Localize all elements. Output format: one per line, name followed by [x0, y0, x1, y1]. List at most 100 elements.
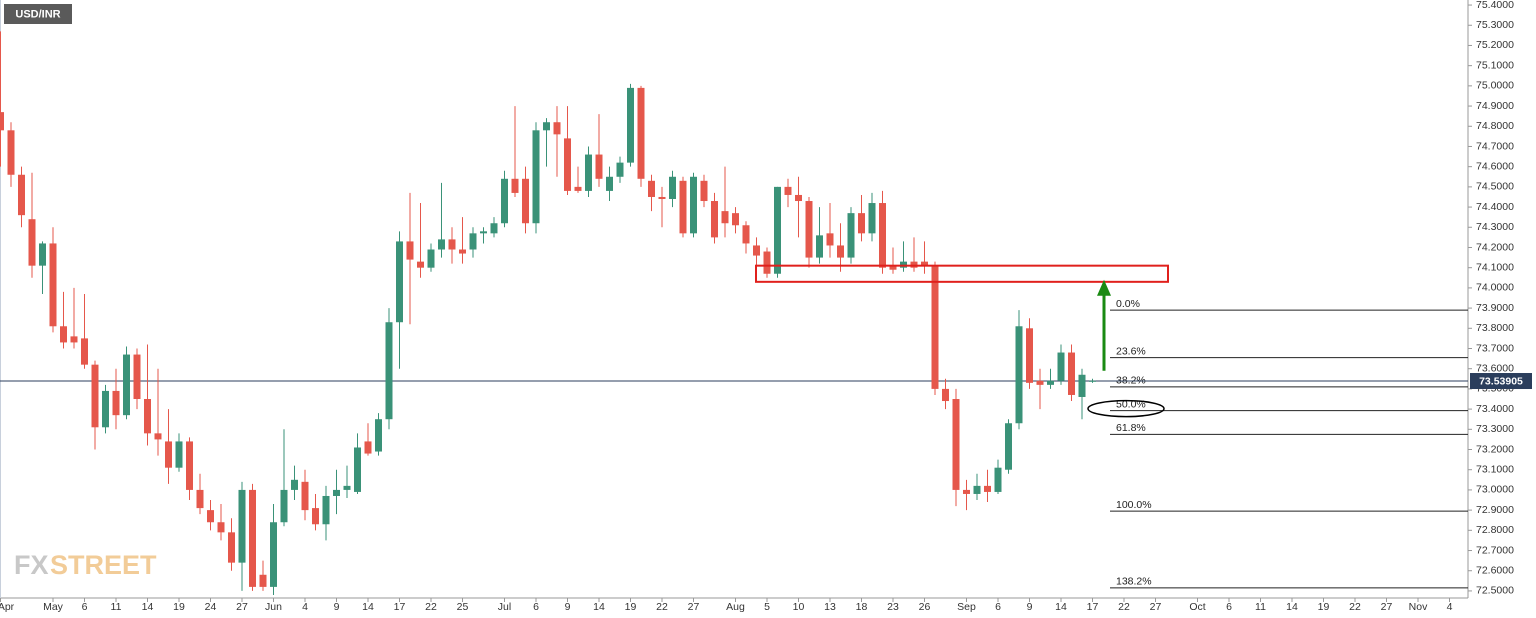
- fib-label: 0.0%: [1116, 298, 1140, 310]
- x-tick-label: 26: [919, 601, 931, 613]
- y-tick-label: 74.4000: [1476, 201, 1514, 213]
- fib-label: 138.2%: [1116, 576, 1152, 588]
- x-tick-label: 27: [1381, 601, 1393, 613]
- candle-body: [742, 225, 750, 244]
- title-box: [4, 4, 72, 24]
- y-tick-label: 74.3000: [1476, 221, 1514, 233]
- y-tick-label: 72.7000: [1476, 544, 1514, 556]
- candle-body: [427, 249, 435, 268]
- x-tick-label: 6: [995, 601, 1001, 613]
- candle-body: [973, 485, 981, 494]
- candle-body: [175, 441, 183, 468]
- x-tick-label: 27: [236, 601, 248, 613]
- candle-body: [70, 336, 78, 343]
- x-tick-label: 14: [1055, 601, 1067, 613]
- candle-body: [1057, 352, 1065, 381]
- candle-body: [763, 251, 771, 274]
- x-tick-label: 22: [425, 601, 437, 613]
- candle-body: [186, 441, 193, 490]
- candle-body: [396, 241, 403, 323]
- highlight-ellipse: [1087, 399, 1165, 418]
- candle-body: [322, 495, 330, 525]
- x-tick-label: 17: [1087, 601, 1099, 613]
- candle-body: [606, 176, 613, 191]
- candle-body: [1015, 326, 1023, 424]
- candle-body: [522, 178, 529, 224]
- y-tick-label: 72.6000: [1476, 565, 1514, 577]
- candle-body: [270, 522, 277, 587]
- candle-body: [679, 180, 687, 234]
- candle-body: [931, 265, 939, 389]
- candle-body: [889, 265, 897, 270]
- x-tick-label: 23: [887, 601, 899, 613]
- arrow-head: [1097, 279, 1111, 296]
- candle-body: [648, 180, 655, 197]
- x-tick-label: 9: [334, 601, 340, 613]
- x-tick-label: 25: [457, 601, 469, 613]
- y-tick-label: 73.7000: [1476, 342, 1514, 354]
- fib-label: 100.0%: [1116, 499, 1152, 511]
- y-tick-label: 75.0000: [1476, 80, 1514, 92]
- candle-body: [375, 419, 382, 452]
- candle-body: [753, 245, 760, 256]
- resistance-zone: [755, 264, 1169, 283]
- x-tick-label: 17: [394, 601, 406, 613]
- candle-body: [952, 399, 960, 490]
- candle-body: [301, 481, 309, 511]
- candle-body: [448, 239, 456, 250]
- candle-body: [511, 178, 519, 193]
- x-tick-label: May: [43, 601, 64, 613]
- y-tick-label: 73.4000: [1476, 403, 1514, 415]
- x-tick-label: 14: [593, 601, 605, 613]
- candle-body: [826, 233, 834, 246]
- x-tick-label: Nov: [1409, 601, 1428, 613]
- x-tick-label: 9: [565, 601, 571, 613]
- candle-body: [123, 354, 130, 416]
- candle-body: [207, 510, 214, 523]
- candle-body: [795, 194, 802, 202]
- y-tick-label: 72.9000: [1476, 504, 1514, 516]
- candle-body: [900, 261, 907, 268]
- candle-body: [805, 201, 813, 258]
- x-tick-label: 19: [173, 601, 185, 613]
- x-tick-label: 24: [205, 601, 217, 613]
- candle-body: [39, 243, 46, 266]
- candle-body: [438, 239, 445, 250]
- x-tick-label: 14: [142, 601, 154, 613]
- candle-body: [942, 388, 949, 402]
- candle-body: [312, 508, 319, 525]
- candle-body: [354, 447, 361, 492]
- y-tick-label: 74.2000: [1476, 241, 1514, 253]
- candle-body: [343, 485, 351, 490]
- candle-body: [291, 479, 298, 490]
- x-tick-label: Aug: [726, 601, 745, 613]
- x-tick-label: 19: [1318, 601, 1330, 613]
- candle-body: [196, 489, 204, 509]
- x-tick-label: 22: [1118, 601, 1130, 613]
- x-tick-label: 4: [302, 601, 308, 613]
- candle-body: [1078, 374, 1086, 397]
- candle-body: [868, 203, 876, 234]
- candle-body: [574, 186, 582, 191]
- candle-body: [847, 213, 855, 258]
- candle-body: [963, 489, 970, 494]
- candle-body: [459, 249, 466, 254]
- y-tick-label: 75.4000: [1476, 0, 1514, 11]
- plot-area: 72.5000 72.6000 72.7000 72.8000 72.9000 73.00…: [0, 0, 1514, 613]
- x-tick-label: Apr: [0, 601, 15, 613]
- candle-body: [711, 201, 718, 238]
- candle-body: [102, 390, 109, 428]
- candle-body: [553, 122, 561, 135]
- candle-body: [154, 433, 162, 440]
- x-tick-label: 18: [856, 601, 868, 613]
- x-tick-label: 14: [362, 601, 374, 613]
- candle-body: [1047, 380, 1054, 385]
- candle-body: [637, 87, 645, 179]
- candle-body: [238, 489, 246, 563]
- candle-body: [816, 235, 823, 258]
- candle-body: [595, 154, 603, 179]
- y-tick-label: 73.6000: [1476, 362, 1514, 374]
- y-tick-label: 73.8000: [1476, 322, 1514, 334]
- candle-body: [732, 213, 739, 226]
- candle-body: [18, 174, 25, 216]
